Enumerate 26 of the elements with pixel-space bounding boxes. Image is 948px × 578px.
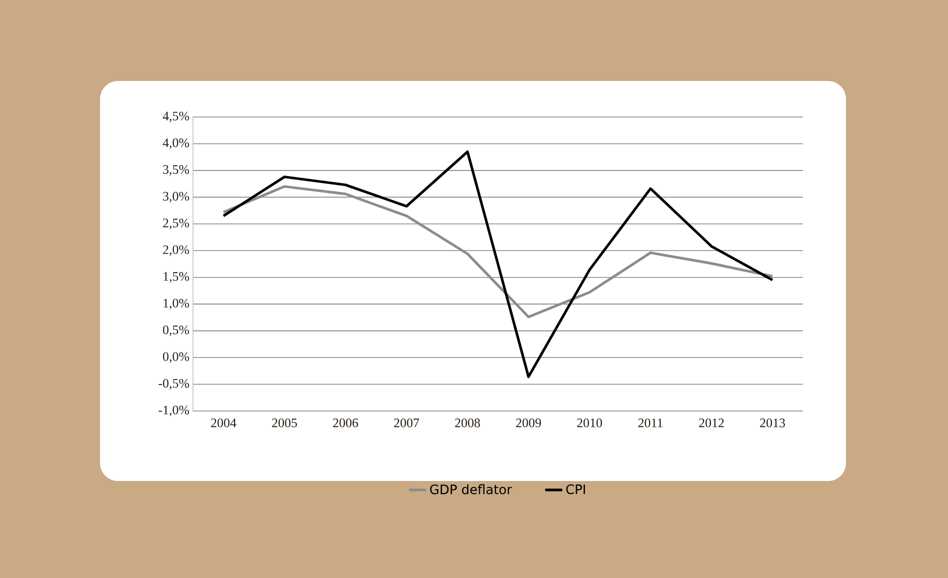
y-tick-label: 3,5%: [163, 165, 190, 176]
x-tick-label: 2007: [394, 418, 420, 428]
x-tick-label: 2009: [516, 418, 541, 428]
x-tick-label: 2006: [333, 418, 358, 428]
y-tick-label: 4,0%: [162, 138, 190, 150]
x-tick-label: 2008: [455, 418, 480, 428]
y-tick-label: -0,5%: [158, 378, 190, 390]
legend-label: CPI: [566, 484, 585, 494]
legend-label: GDP deflator: [430, 484, 512, 494]
x-tick-label: 2011: [638, 418, 662, 428]
line-series: [222, 185, 774, 318]
y-tick-label: -1,0%: [158, 406, 190, 416]
x-tick-label: 2005: [272, 418, 297, 428]
x-tick-label: 2010: [577, 418, 602, 428]
line-series: [222, 150, 774, 378]
y-tick-label: 0,0%: [163, 352, 190, 363]
y-tick-label: 0,5%: [163, 326, 190, 336]
y-tick-label: 2,5%: [163, 218, 190, 230]
y-tick-label: 2,0%: [163, 245, 190, 256]
y-tick-label: 1,0%: [164, 298, 190, 310]
y-tick-label: 4,5%: [162, 112, 190, 122]
x-tick-label: 2004: [211, 418, 236, 428]
x-tick-label: 2012: [699, 418, 724, 428]
x-tick-label: 2013: [760, 418, 785, 428]
y-tick-label: 1,5%: [164, 272, 190, 283]
y-tick-label: 3,0%: [163, 192, 190, 202]
